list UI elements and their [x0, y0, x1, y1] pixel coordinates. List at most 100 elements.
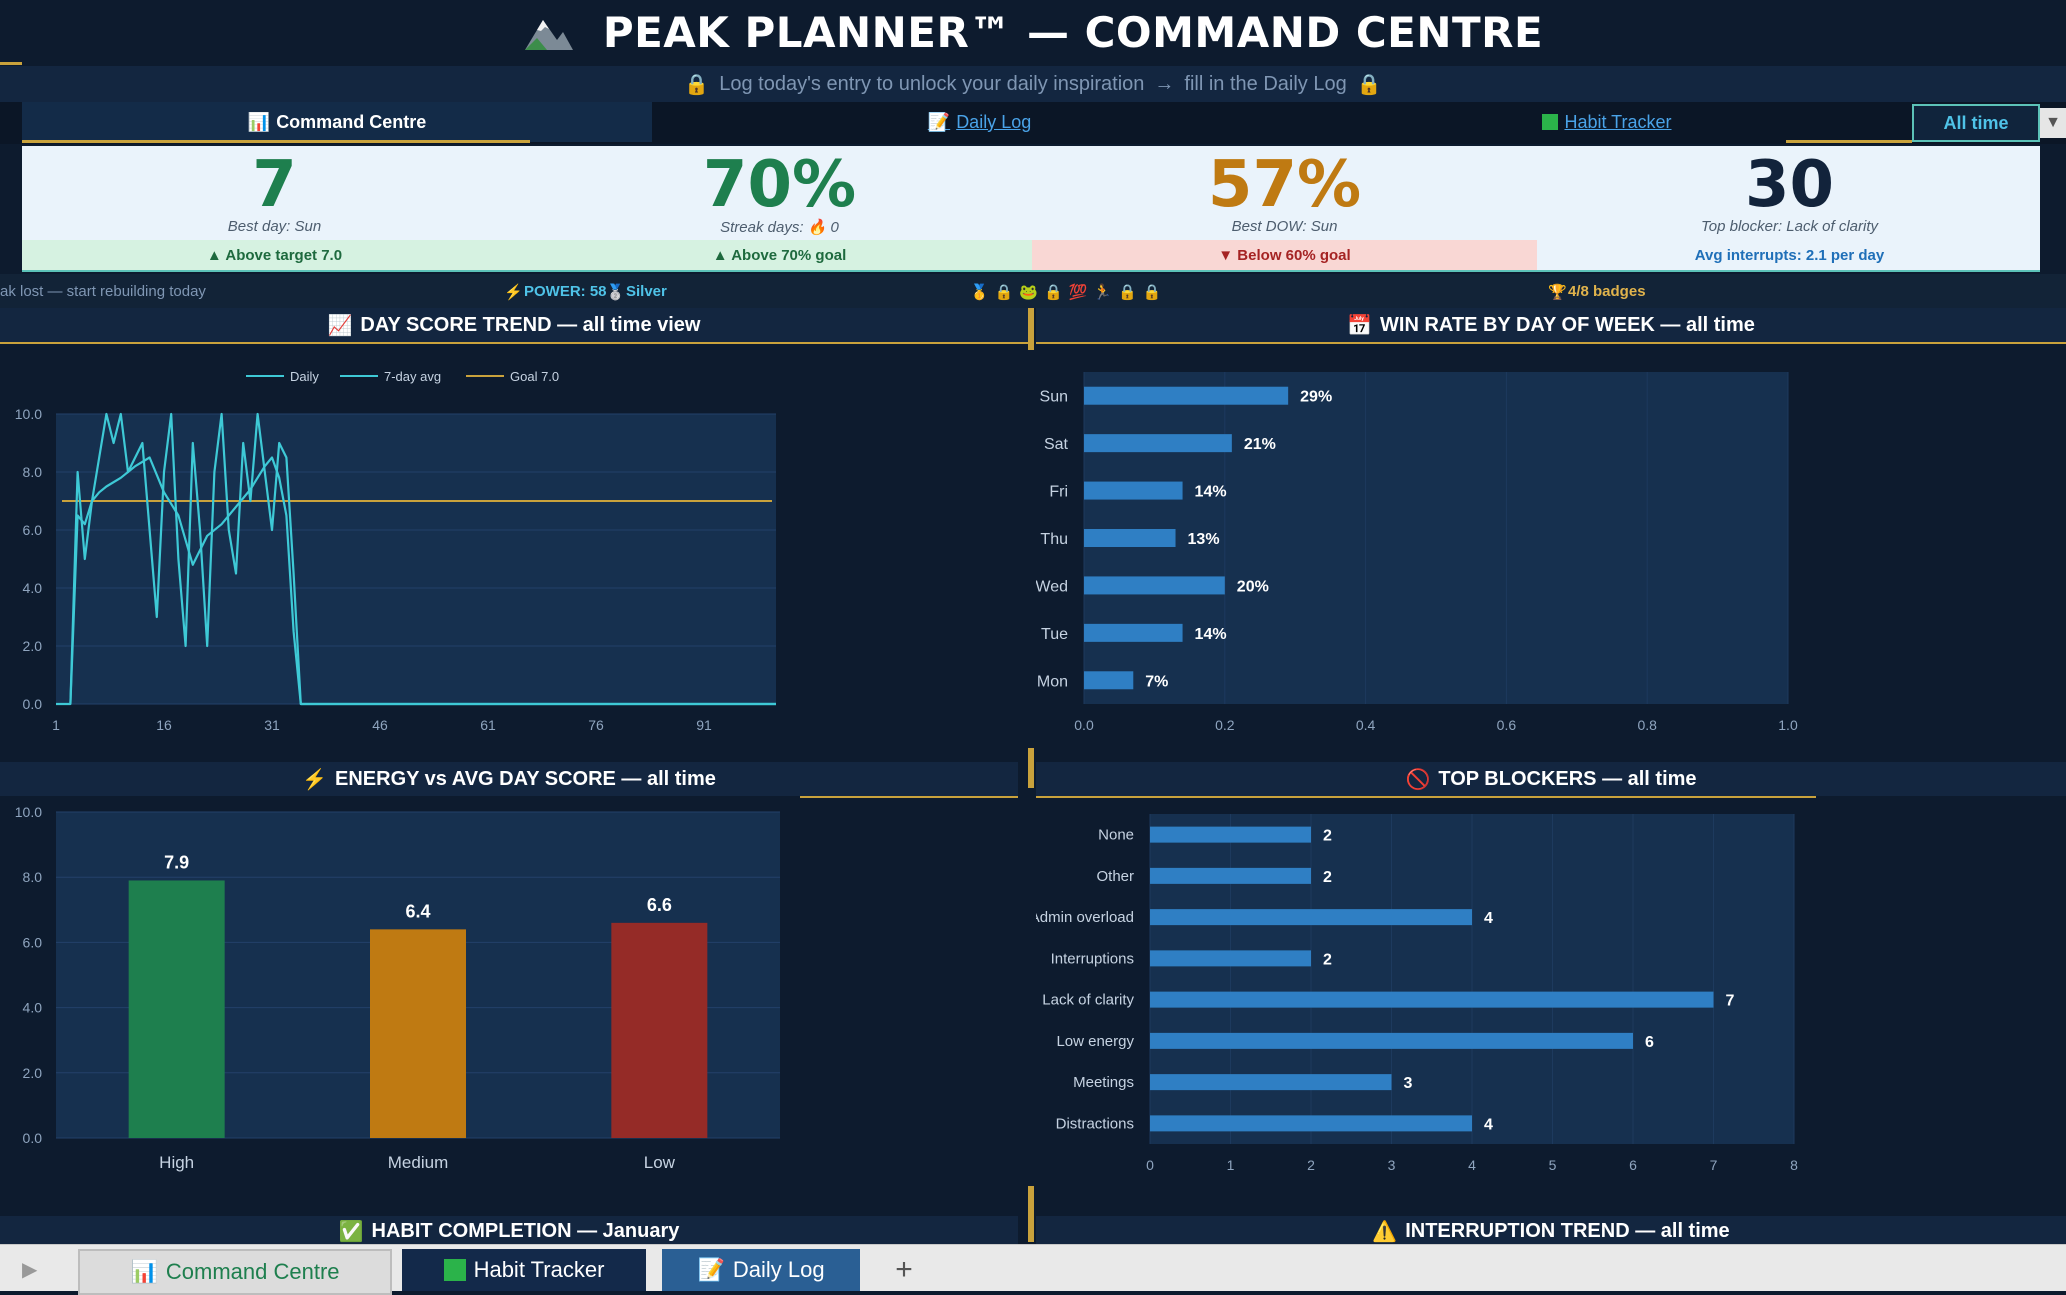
y-tick-label: 10.0 — [15, 804, 42, 820]
tab-command-centre[interactable]: 📊 Command Centre — [22, 102, 652, 142]
badges-icons: 🥇🔒🐸🔒💯🏃🔒🔒 — [970, 284, 1168, 301]
scroll-left-icon[interactable]: ▶ — [22, 1259, 38, 1281]
category-label: Distractions — [1056, 1115, 1134, 1132]
energy-chart: 0.0 2.0 4.0 6.0 8.0 10.0 7.9 High 6.4 Medium 6.6 Lo… — [15, 804, 780, 1172]
chart-increasing-icon: 📈 — [327, 314, 353, 337]
bar — [370, 929, 466, 1138]
data-label: 13% — [1188, 531, 1220, 548]
section-divider — [1028, 308, 1034, 350]
bar-chart-icon: 📊 — [247, 111, 271, 132]
sheet-tab-command-centre[interactable]: 📊 Command Centre — [78, 1249, 392, 1295]
section-interruption-trend: ⚠️ INTERRUPTION TREND — all time — [1036, 1216, 2066, 1246]
check-mark-icon: ✅ — [338, 1220, 364, 1243]
x-tick-label: 7 — [1710, 1157, 1718, 1173]
x-tick-label: 6 — [1629, 1157, 1637, 1173]
data-label: 6.4 — [405, 901, 430, 921]
x-tick-label: 46 — [372, 717, 388, 733]
bar — [1084, 434, 1232, 453]
data-label: 21% — [1244, 436, 1276, 453]
time-range-select[interactable]: All time — [1912, 104, 2040, 142]
x-tick-label: 0.2 — [1215, 717, 1235, 733]
chevron-down-icon[interactable]: ▼ — [2040, 108, 2066, 138]
chart-legend: Daily 7-day avg Goal 7.0 — [246, 369, 559, 384]
lock-icon: 🔒 — [684, 73, 710, 96]
kpi-avg-day-score: 7 Best day: Sun ▲ Above target 7.0 — [22, 146, 527, 270]
streak-label: Streak days: — [720, 219, 804, 236]
fire-icon: 🔥 — [807, 219, 827, 236]
streak-value: 0 — [830, 219, 839, 236]
y-tick-label: 0.0 — [23, 696, 43, 712]
sheet-tab-bar: ▶ 📊 Command Centre Habit Tracker 📝 Daily… — [0, 1244, 2066, 1295]
y-tick-label: 2.0 — [23, 1065, 43, 1081]
kpi-subtext: Top blocker: Lack of clarity — [1700, 218, 1879, 235]
section-energy: ⚡ ENERGY vs AVG DAY SCORE — all time — [0, 762, 1018, 796]
category-label: Interruptions — [1051, 950, 1134, 967]
calendar-icon: 📅 — [1347, 314, 1373, 337]
kpi-days-logged: 30 Top blocker: Lack of clarity Avg inte… — [1537, 146, 2042, 270]
plot-area — [56, 414, 776, 704]
badges-count: 4/8 badges — [1568, 283, 1646, 300]
category-label: Other — [1096, 868, 1134, 885]
dashboard-title-bar: PEAK PLANNER™ — COMMAND CENTRE — [0, 0, 2066, 64]
kpi-divider — [22, 270, 2040, 272]
kpi-value: 57% — [1207, 148, 1362, 222]
sheet-tab-daily-log[interactable]: 📝 Daily Log — [662, 1249, 860, 1291]
tab-habit-tracker[interactable]: Habit Tracker — [1307, 102, 1907, 142]
category-label: Low energy — [1056, 1033, 1134, 1050]
data-label: 2 — [1323, 951, 1332, 968]
x-tick-label: 76 — [588, 717, 604, 733]
data-label: 14% — [1195, 626, 1227, 643]
lightning-icon: ⚡ — [302, 768, 328, 791]
add-sheet-button[interactable]: + — [895, 1253, 913, 1286]
day-score-trend-chart: Daily 7-day avg Goal 7.0 0.0 2.0 4.0 6.0 8.0… — [15, 369, 776, 733]
x-tick-label: 16 — [156, 717, 172, 733]
bar — [1150, 991, 1714, 1008]
y-tick-label: 10.0 — [15, 406, 42, 422]
x-tick-label: 61 — [480, 717, 496, 733]
sheet-tab-label: Command Centre — [165, 1259, 340, 1284]
inspiration-link[interactable]: fill in the Daily Log — [1184, 72, 1347, 95]
kpi-status-band: ▼ Below 60% goal — [1032, 240, 1537, 270]
category-label: Thu — [1040, 531, 1068, 548]
category-label: Sat — [1044, 436, 1069, 453]
kpi-status-band: ▲ Above target 7.0 — [22, 240, 527, 270]
section-title: ENERGY vs AVG DAY SCORE — all time — [335, 767, 716, 790]
section-divider — [1028, 748, 1034, 788]
sheet-tab-habit-tracker[interactable]: Habit Tracker — [402, 1249, 646, 1291]
medal-icon: 🥈 — [606, 284, 625, 301]
data-label: 6 — [1645, 1034, 1654, 1051]
section-top-blockers: 🚫 TOP BLOCKERS — all time — [1036, 762, 2066, 796]
lock-icon: 🔒 — [1356, 73, 1382, 96]
kpi-dow-rate: 57% Best DOW: Sun ▼ Below 60% goal — [1032, 146, 1537, 270]
top-blockers-chart: 0 1 2 3 4 5 6 7 8 None 2 Other 2 Admin overload 4 Inter… — [1036, 814, 1798, 1173]
category-label: None — [1098, 827, 1134, 844]
tab-daily-log[interactable]: 📝 Daily Log — [652, 102, 1307, 142]
x-tick-label: 1 — [1227, 1157, 1235, 1173]
section-underline — [1036, 796, 1816, 798]
memo-icon: 📝 — [927, 111, 951, 132]
warning-icon: ⚠️ — [1372, 1220, 1398, 1243]
section-underline — [0, 342, 1028, 344]
category-label: Mon — [1037, 673, 1068, 690]
page-title: PEAK PLANNER™ — COMMAND CENTRE — [602, 7, 1544, 57]
legend-item: 7-day avg — [384, 369, 441, 384]
y-tick-label: 8.0 — [23, 869, 43, 885]
streak-message: ak lost — start rebuilding today — [0, 283, 206, 300]
category-label: Tue — [1041, 626, 1068, 643]
x-tick-label: 3 — [1388, 1157, 1396, 1173]
category-label: Medium — [388, 1153, 448, 1172]
bar — [1084, 671, 1134, 690]
bar — [1150, 1074, 1392, 1091]
y-tick-label: 6.0 — [23, 934, 43, 950]
y-tick-label: 4.0 — [23, 580, 43, 596]
data-label: 4 — [1484, 1116, 1493, 1133]
category-label: Meetings — [1073, 1074, 1134, 1091]
x-tick-label: 0 — [1146, 1157, 1154, 1173]
y-tick-label: 6.0 — [23, 522, 43, 538]
bar-chart-icon: 📊 — [130, 1259, 158, 1284]
x-tick-label: 8 — [1790, 1157, 1798, 1173]
category-label: High — [159, 1153, 194, 1172]
category-label: Lack of clarity — [1042, 992, 1134, 1009]
tab-label: Daily Log — [956, 111, 1032, 132]
data-label: 7% — [1145, 673, 1168, 690]
